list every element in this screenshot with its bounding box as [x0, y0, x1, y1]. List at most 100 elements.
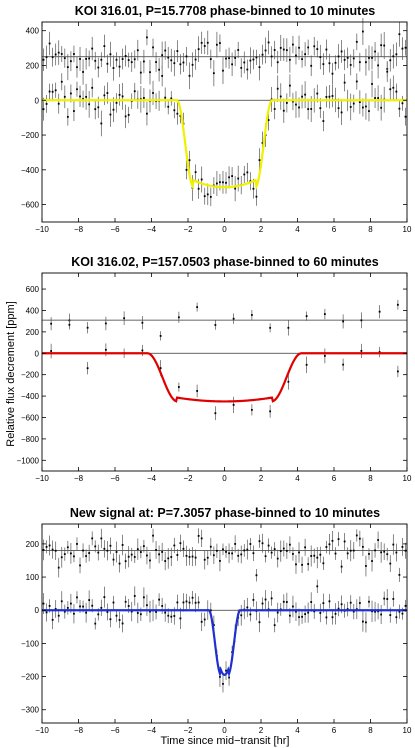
data-point: [69, 60, 72, 63]
data-point: [334, 612, 337, 615]
panel-koi-316-01: KOI 316.01, P=15.7708 phase-binned to 10…: [21, 4, 412, 234]
data-point: [112, 558, 115, 561]
data-point: [264, 598, 267, 601]
data-point: [249, 59, 252, 62]
y-tick-label: 0: [35, 96, 40, 105]
data-point: [310, 64, 313, 67]
data-point: [331, 72, 334, 75]
data-point: [383, 550, 386, 553]
data-point: [215, 182, 218, 185]
data-point: [63, 610, 66, 613]
data-point: [109, 53, 112, 56]
data-point: [66, 66, 69, 69]
x-tick-label: 8: [368, 474, 373, 483]
data-point: [141, 321, 144, 324]
data-point: [97, 66, 100, 69]
data-point: [158, 553, 161, 556]
data-point: [149, 559, 151, 562]
data-point: [42, 58, 45, 61]
y-tick-label: −100: [21, 639, 40, 648]
data-point: [298, 106, 300, 109]
data-point: [398, 573, 401, 576]
data-point: [50, 350, 53, 352]
data-point: [322, 562, 325, 565]
data-point: [285, 102, 288, 104]
x-tick-label: −6: [110, 474, 120, 483]
data-point: [167, 557, 170, 560]
data-point: [304, 613, 307, 616]
data-point: [270, 55, 273, 58]
plot-frame: [41, 272, 408, 472]
data-point: [76, 543, 78, 545]
y-tick-label: 100: [26, 573, 40, 582]
plot-frame: [41, 523, 408, 724]
data-point: [152, 92, 154, 94]
data-point: [100, 58, 103, 61]
data-point: [60, 53, 63, 55]
data-point: [374, 610, 376, 613]
data-point: [234, 543, 237, 545]
data-point: [361, 106, 364, 109]
data-point: [246, 548, 249, 551]
data-point: [225, 57, 227, 60]
data-point: [86, 367, 89, 370]
data-point: [267, 544, 270, 547]
data-point: [307, 611, 310, 614]
data-point: [94, 545, 97, 548]
data-point: [340, 603, 343, 606]
data-point: [322, 602, 325, 605]
data-point: [133, 58, 136, 61]
data-point: [246, 68, 249, 71]
data-point: [66, 546, 69, 549]
data-point: [161, 75, 164, 77]
x-tick-label: 10: [403, 474, 412, 483]
data-point: [252, 187, 255, 190]
data-point: [358, 537, 361, 540]
data-point: [42, 602, 45, 605]
data-point: [118, 93, 121, 96]
data-point: [273, 548, 276, 550]
data-point: [337, 55, 340, 58]
y-tick-label: 400: [26, 306, 40, 315]
data-point: [374, 549, 376, 552]
data-point: [203, 195, 206, 198]
data-point: [60, 80, 63, 83]
data-point: [328, 543, 331, 546]
data-point: [240, 66, 243, 69]
data-point: [139, 613, 142, 616]
data-point: [377, 64, 380, 67]
data-point: [73, 612, 75, 615]
data-point: [94, 108, 97, 111]
data-point: [360, 349, 363, 352]
data-point: [164, 611, 167, 614]
data-point: [368, 553, 370, 555]
data-point: [173, 544, 176, 547]
data-point: [109, 544, 112, 547]
data-point: [103, 94, 106, 97]
x-tick-label: 4: [295, 225, 300, 234]
data-point: [365, 105, 367, 108]
data-point: [203, 618, 206, 621]
data-point: [398, 33, 401, 36]
data-point: [42, 548, 45, 551]
data-point: [48, 605, 51, 607]
data-point: [228, 676, 230, 679]
y-tick-label: −1000: [17, 456, 40, 465]
data-point: [164, 560, 167, 562]
data-point: [264, 49, 267, 52]
data-point: [130, 61, 133, 64]
data-point: [243, 549, 246, 552]
data-point: [133, 90, 136, 93]
data-point: [54, 53, 57, 56]
data-point: [237, 554, 240, 557]
data-point: [88, 552, 91, 554]
data-point: [371, 560, 373, 562]
data-point: [161, 605, 164, 607]
panel-title: KOI 316.02, P=157.0503 phase-binned to 6…: [71, 255, 378, 269]
data-point: [396, 370, 399, 373]
data-point: [246, 171, 249, 174]
data-point: [231, 175, 234, 177]
data-point: [177, 316, 180, 319]
data-point: [282, 48, 285, 51]
data-point: [234, 187, 237, 190]
